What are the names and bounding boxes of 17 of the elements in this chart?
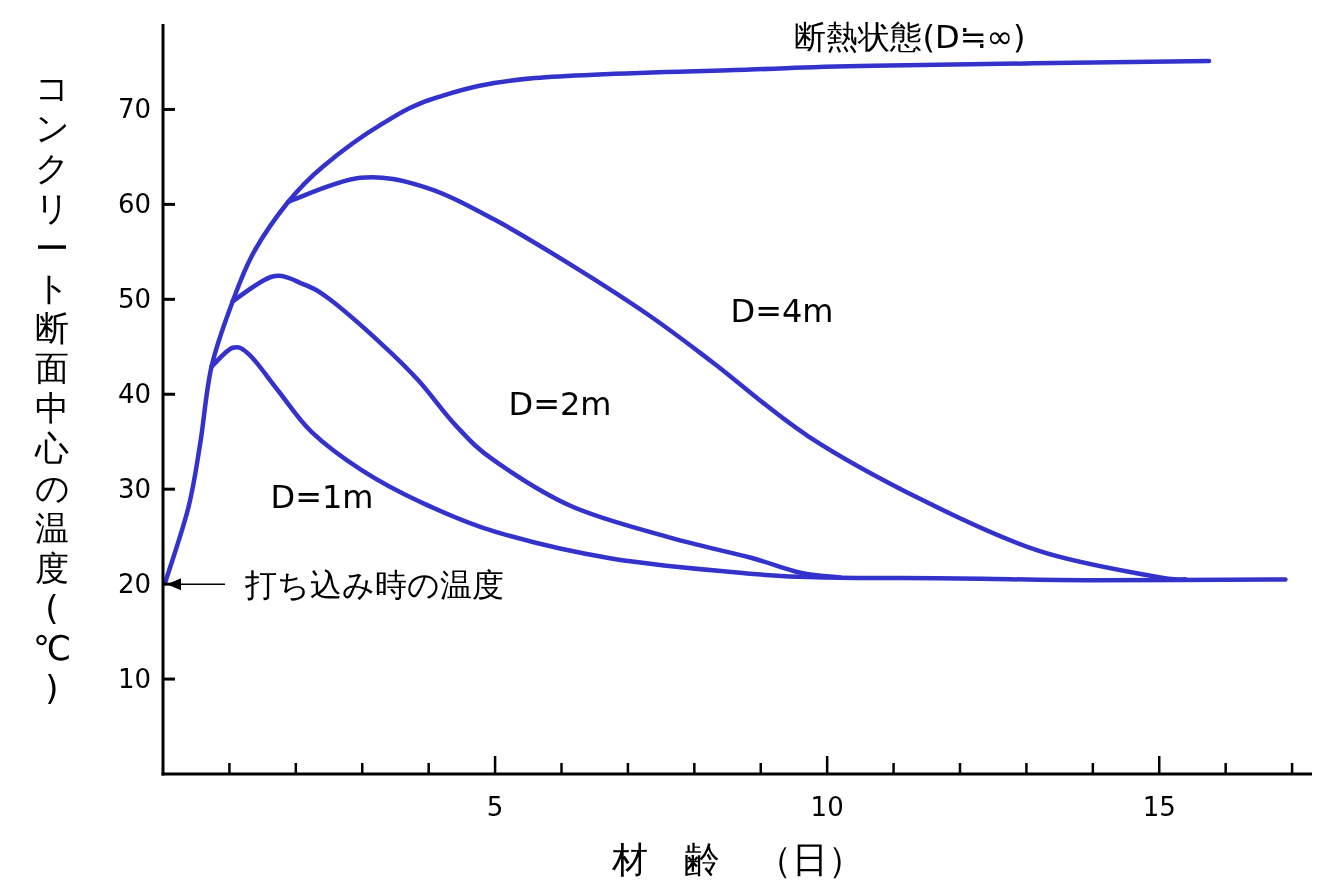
annotation: D=1m bbox=[270, 478, 374, 516]
x-tick-label: 5 bbox=[486, 792, 504, 822]
annotation: 打ち込み時の温度 bbox=[244, 566, 504, 605]
x-tick-label: 15 bbox=[1142, 792, 1176, 822]
y-tick-label: 10 bbox=[117, 664, 151, 695]
y-tick-label: 30 bbox=[117, 474, 151, 505]
y-tick-label: 40 bbox=[117, 379, 151, 410]
annotation: D=2m bbox=[508, 385, 612, 423]
y-tick-label: 50 bbox=[117, 284, 151, 315]
x-axis-title: 材 齢 （日） bbox=[610, 839, 864, 880]
y-tick-label: 70 bbox=[117, 94, 151, 125]
y-tick-label: 60 bbox=[117, 189, 151, 220]
text: コンクリート断面中心の温度(℃) bbox=[32, 68, 72, 708]
annotation: 断熱状態(D≒∞) bbox=[794, 18, 1026, 56]
y-tick-label: 20 bbox=[117, 569, 151, 600]
x-tick-label: 10 bbox=[810, 792, 844, 822]
annotation: D=4m bbox=[730, 292, 834, 330]
